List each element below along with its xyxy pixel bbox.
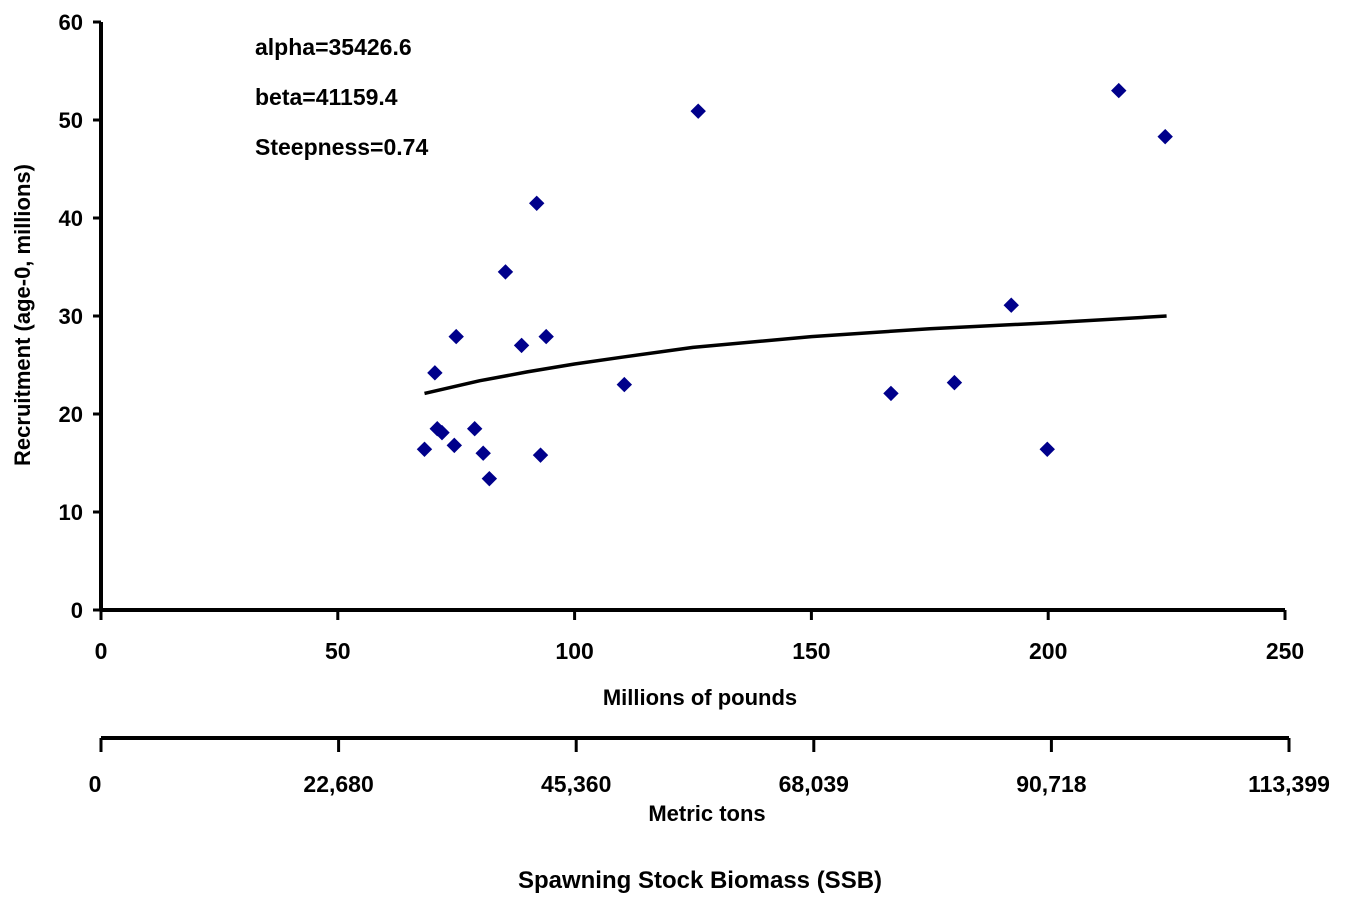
data-point — [1003, 297, 1019, 313]
data-point — [513, 337, 530, 354]
x2-tick-label: 113,399 — [1248, 771, 1330, 797]
y-tick-label: 50 — [59, 108, 83, 133]
x2-tick-label: 45,360 — [541, 771, 611, 797]
data-point — [1157, 128, 1173, 145]
data-point — [883, 385, 899, 402]
ticks-layer: 0 10 20 30 40 50 60 0 50 100 150 200 250 0 22,680 45,36… — [59, 10, 1330, 797]
data-point — [532, 447, 549, 463]
data-point — [466, 420, 483, 437]
x-axis-label: Millions of pounds — [603, 685, 797, 710]
x-tick-label: 200 — [1029, 638, 1067, 664]
annotation-layer: alpha=35426.6 beta=41159.4 Steepness=0.7… — [255, 34, 428, 160]
x-tick-label: 150 — [792, 638, 830, 664]
axes-layer — [99, 22, 1289, 740]
x2-tick-label: 22,680 — [303, 771, 373, 797]
annotation-steepness: Steepness=0.74 — [255, 134, 428, 160]
fit-line — [424, 314, 1167, 396]
points-layer — [416, 82, 1173, 487]
y-tick-label: 0 — [71, 598, 83, 623]
y-tick-label: 40 — [59, 206, 83, 231]
data-point — [446, 437, 463, 454]
data-point — [416, 441, 433, 457]
data-point — [538, 328, 554, 345]
x-tick-label: 50 — [325, 638, 351, 664]
data-point — [1039, 441, 1055, 457]
y-tick-label: 60 — [59, 10, 83, 35]
y-tick-label: 30 — [59, 304, 83, 329]
annotation-alpha: alpha=35426.6 — [255, 34, 412, 60]
y-tick-label: 20 — [59, 402, 83, 427]
data-point — [427, 365, 443, 381]
y-tick-label: 10 — [59, 500, 83, 525]
x2-tick-label: 90,718 — [1016, 771, 1087, 797]
x2-axis-label: Metric tons — [648, 801, 765, 826]
data-point — [529, 195, 545, 212]
data-point — [946, 374, 963, 391]
x-tick-label: 0 — [95, 638, 108, 664]
x2-tick-label: 0 — [89, 771, 102, 797]
x-tick-label: 250 — [1266, 638, 1304, 664]
label-layer: Millions of pounds Metric tons Spawning … — [10, 164, 882, 894]
data-point — [616, 376, 633, 393]
data-point — [1111, 82, 1127, 99]
x-tick-label: 100 — [555, 638, 593, 664]
y-axis-label: Recruitment (age-0, millions) — [10, 164, 35, 466]
data-point — [481, 470, 498, 487]
data-point — [434, 424, 450, 441]
data-point — [448, 328, 464, 345]
x2-tick-label: 68,039 — [779, 771, 849, 797]
footer-label: Spawning Stock Biomass (SSB) — [518, 867, 882, 894]
data-point — [475, 445, 491, 461]
annotation-beta: beta=41159.4 — [255, 84, 398, 110]
data-point — [497, 264, 514, 280]
data-point — [690, 103, 706, 119]
fit-line-layer — [424, 314, 1167, 396]
